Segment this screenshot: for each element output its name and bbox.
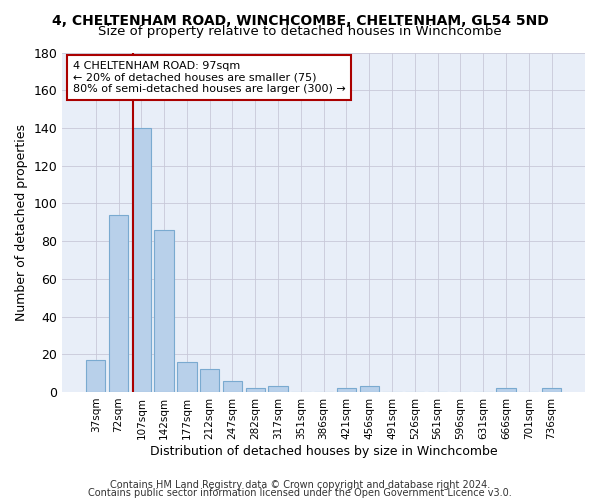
Text: 4, CHELTENHAM ROAD, WINCHCOMBE, CHELTENHAM, GL54 5ND: 4, CHELTENHAM ROAD, WINCHCOMBE, CHELTENH… bbox=[52, 14, 548, 28]
Bar bbox=[268, 386, 288, 392]
Text: Contains public sector information licensed under the Open Government Licence v3: Contains public sector information licen… bbox=[88, 488, 512, 498]
Text: 4 CHELTENHAM ROAD: 97sqm
← 20% of detached houses are smaller (75)
80% of semi-d: 4 CHELTENHAM ROAD: 97sqm ← 20% of detach… bbox=[73, 61, 346, 94]
Bar bbox=[337, 388, 356, 392]
Bar bbox=[131, 128, 151, 392]
X-axis label: Distribution of detached houses by size in Winchcombe: Distribution of detached houses by size … bbox=[150, 444, 497, 458]
Bar bbox=[542, 388, 561, 392]
Bar bbox=[86, 360, 106, 392]
Bar bbox=[245, 388, 265, 392]
Bar bbox=[496, 388, 515, 392]
Y-axis label: Number of detached properties: Number of detached properties bbox=[15, 124, 28, 320]
Bar bbox=[359, 386, 379, 392]
Bar bbox=[177, 362, 197, 392]
Bar bbox=[109, 214, 128, 392]
Text: Size of property relative to detached houses in Winchcombe: Size of property relative to detached ho… bbox=[98, 25, 502, 38]
Bar bbox=[200, 370, 220, 392]
Bar bbox=[154, 230, 174, 392]
Text: Contains HM Land Registry data © Crown copyright and database right 2024.: Contains HM Land Registry data © Crown c… bbox=[110, 480, 490, 490]
Bar bbox=[223, 380, 242, 392]
